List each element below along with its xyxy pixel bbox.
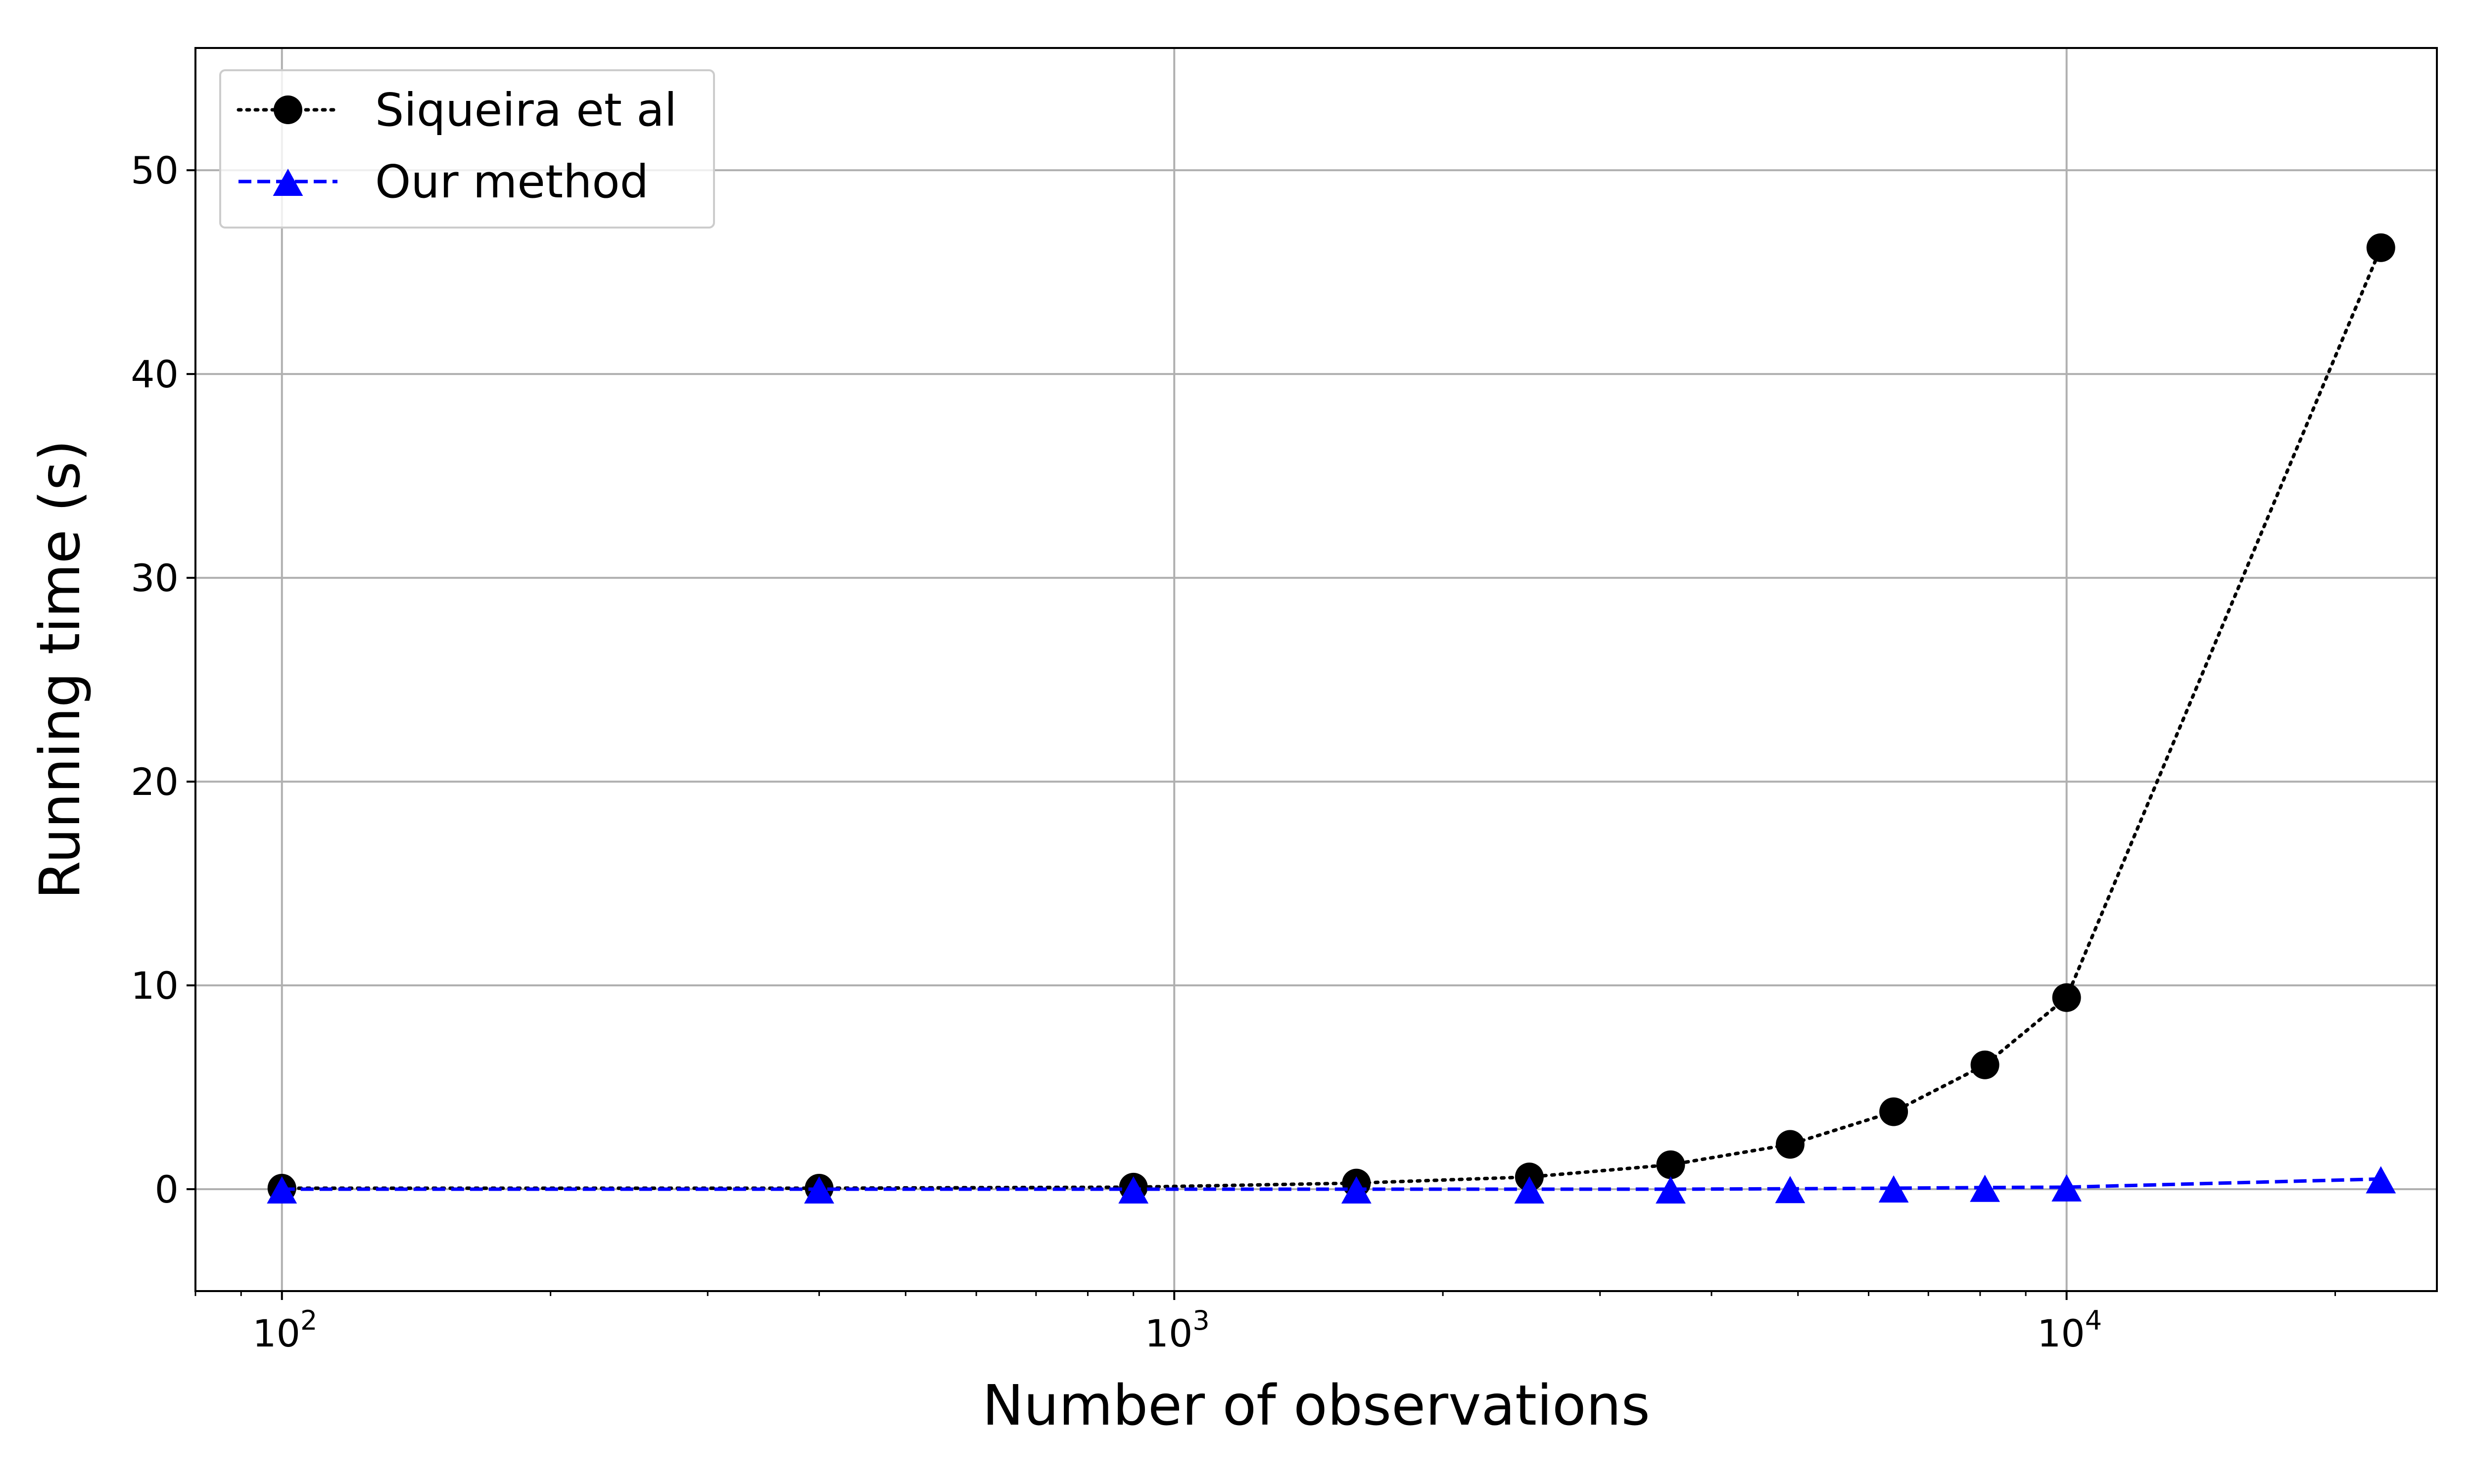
plot-frame bbox=[194, 47, 2438, 1292]
y-tick-label: 50 bbox=[131, 148, 179, 192]
legend: Siqueira et al Our method bbox=[219, 69, 715, 229]
data-point bbox=[1970, 1050, 1999, 1079]
x-axis-label: Number of observations bbox=[982, 1374, 1650, 1438]
data-point bbox=[1879, 1097, 1908, 1126]
data-point bbox=[2366, 233, 2395, 262]
data-point bbox=[1656, 1176, 1686, 1204]
x-tick-label: 102 bbox=[252, 1305, 317, 1355]
data-point bbox=[2366, 1166, 2396, 1194]
tick-labels: 0 10 20 30 40 50 102 103 104 bbox=[131, 148, 2102, 1355]
legend-label-siqueira: Siqueira et al bbox=[375, 84, 677, 137]
series bbox=[267, 233, 2396, 1204]
data-point bbox=[267, 1176, 297, 1204]
data-point bbox=[1118, 1176, 1149, 1204]
legend-marker-circle bbox=[274, 95, 302, 124]
data-point bbox=[1775, 1176, 1806, 1204]
axis-ticks bbox=[187, 169, 2068, 1300]
legend-box bbox=[219, 69, 715, 229]
data-point bbox=[1514, 1176, 1545, 1204]
x-minor-ticks bbox=[194, 1291, 2336, 1296]
y-tick-label: 0 bbox=[155, 1167, 179, 1211]
data-point bbox=[1878, 1175, 1909, 1203]
series-our-method bbox=[267, 1166, 2396, 1204]
data-point bbox=[1656, 1150, 1685, 1179]
y-tick-label: 40 bbox=[131, 352, 179, 396]
data-point bbox=[804, 1176, 834, 1204]
data-point bbox=[1341, 1176, 1372, 1204]
y-axis-label: Running time (s) bbox=[28, 440, 93, 899]
legend-marker-triangle bbox=[273, 169, 303, 196]
data-point bbox=[1970, 1174, 2000, 1202]
x-tick-label: 103 bbox=[1145, 1305, 1210, 1355]
y-tick-label: 30 bbox=[131, 556, 179, 600]
data-point bbox=[2051, 1174, 2082, 1202]
x-tick-label: 104 bbox=[2037, 1305, 2102, 1355]
series-line bbox=[282, 1177, 2381, 1191]
data-point bbox=[1775, 1130, 1805, 1159]
data-point bbox=[2052, 983, 2081, 1012]
legend-label-our-method: Our method bbox=[375, 155, 649, 208]
y-tick-label: 10 bbox=[131, 964, 179, 1008]
y-tick-label: 20 bbox=[131, 760, 179, 804]
